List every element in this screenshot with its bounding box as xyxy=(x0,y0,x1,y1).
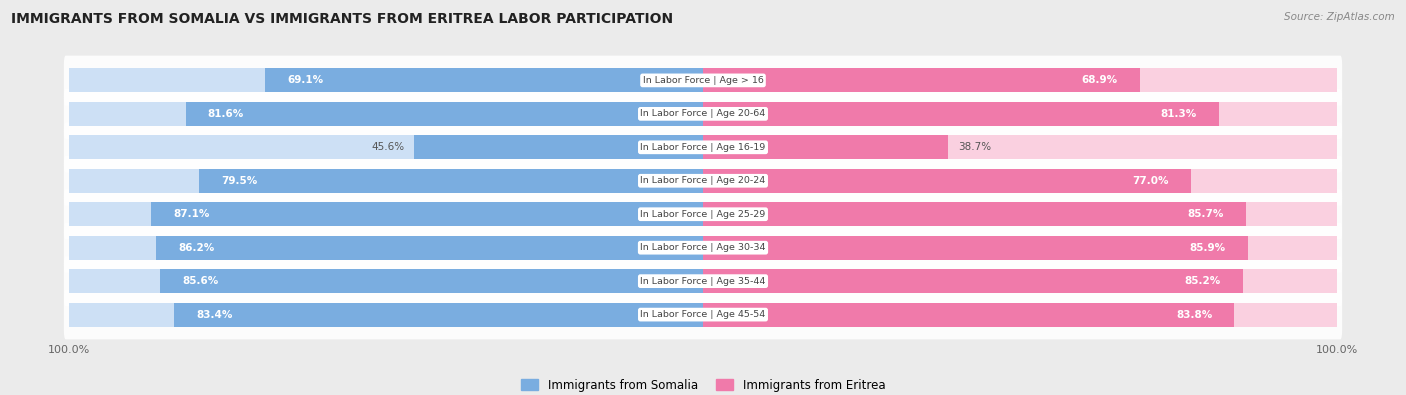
FancyBboxPatch shape xyxy=(63,256,1343,306)
Text: In Labor Force | Age 30-34: In Labor Force | Age 30-34 xyxy=(640,243,766,252)
Text: In Labor Force | Age 20-24: In Labor Force | Age 20-24 xyxy=(640,176,766,185)
Text: 77.0%: 77.0% xyxy=(1133,176,1168,186)
Text: 45.6%: 45.6% xyxy=(371,142,405,152)
FancyBboxPatch shape xyxy=(63,190,1343,239)
Text: 38.7%: 38.7% xyxy=(957,142,991,152)
Bar xyxy=(703,236,1337,260)
Bar xyxy=(703,236,1247,260)
Legend: Immigrants from Somalia, Immigrants from Eritrea: Immigrants from Somalia, Immigrants from… xyxy=(516,374,890,395)
FancyBboxPatch shape xyxy=(63,122,1343,172)
Bar xyxy=(264,68,703,92)
Bar xyxy=(703,135,1337,159)
Bar xyxy=(703,269,1337,293)
Bar xyxy=(703,68,1140,92)
Bar xyxy=(703,269,1243,293)
Bar xyxy=(69,236,703,260)
Text: 85.6%: 85.6% xyxy=(183,276,219,286)
FancyBboxPatch shape xyxy=(63,290,1343,339)
Text: 85.2%: 85.2% xyxy=(1185,276,1220,286)
Text: IMMIGRANTS FROM SOMALIA VS IMMIGRANTS FROM ERITREA LABOR PARTICIPATION: IMMIGRANTS FROM SOMALIA VS IMMIGRANTS FR… xyxy=(11,12,673,26)
Text: 83.4%: 83.4% xyxy=(197,310,233,320)
Bar xyxy=(703,102,1337,126)
Bar xyxy=(186,102,703,126)
Text: In Labor Force | Age 35-44: In Labor Force | Age 35-44 xyxy=(640,276,766,286)
Bar xyxy=(703,202,1246,226)
Text: In Labor Force | Age 20-64: In Labor Force | Age 20-64 xyxy=(640,109,766,118)
Text: Source: ZipAtlas.com: Source: ZipAtlas.com xyxy=(1284,12,1395,22)
Bar xyxy=(703,202,1337,226)
Bar xyxy=(703,68,1337,92)
Bar xyxy=(703,135,949,159)
Text: 85.7%: 85.7% xyxy=(1188,209,1225,219)
Bar xyxy=(703,169,1337,193)
Bar xyxy=(69,269,703,293)
Text: 69.1%: 69.1% xyxy=(287,75,323,85)
Text: 85.9%: 85.9% xyxy=(1189,243,1226,253)
Text: 79.5%: 79.5% xyxy=(221,176,257,186)
Text: 81.6%: 81.6% xyxy=(208,109,245,119)
Bar xyxy=(69,169,703,193)
Bar xyxy=(69,102,703,126)
Text: 83.8%: 83.8% xyxy=(1175,310,1212,320)
Text: In Labor Force | Age 25-29: In Labor Force | Age 25-29 xyxy=(640,210,766,219)
Bar xyxy=(69,135,703,159)
Bar xyxy=(703,303,1337,327)
FancyBboxPatch shape xyxy=(63,223,1343,273)
FancyBboxPatch shape xyxy=(63,156,1343,205)
Bar xyxy=(703,102,1219,126)
Text: In Labor Force | Age 16-19: In Labor Force | Age 16-19 xyxy=(640,143,766,152)
Bar xyxy=(150,202,703,226)
Text: In Labor Force | Age > 16: In Labor Force | Age > 16 xyxy=(643,76,763,85)
Bar xyxy=(160,269,703,293)
Bar xyxy=(413,135,703,159)
Bar xyxy=(198,169,703,193)
Bar xyxy=(703,303,1234,327)
FancyBboxPatch shape xyxy=(63,56,1343,105)
Text: 86.2%: 86.2% xyxy=(179,243,215,253)
Text: 87.1%: 87.1% xyxy=(173,209,209,219)
FancyBboxPatch shape xyxy=(63,89,1343,139)
Text: 68.9%: 68.9% xyxy=(1081,75,1118,85)
Bar xyxy=(703,169,1191,193)
Bar xyxy=(156,236,703,260)
Bar xyxy=(69,303,703,327)
Text: 81.3%: 81.3% xyxy=(1160,109,1197,119)
Bar xyxy=(174,303,703,327)
Text: In Labor Force | Age 45-54: In Labor Force | Age 45-54 xyxy=(640,310,766,319)
Bar xyxy=(69,68,703,92)
Bar xyxy=(69,202,703,226)
